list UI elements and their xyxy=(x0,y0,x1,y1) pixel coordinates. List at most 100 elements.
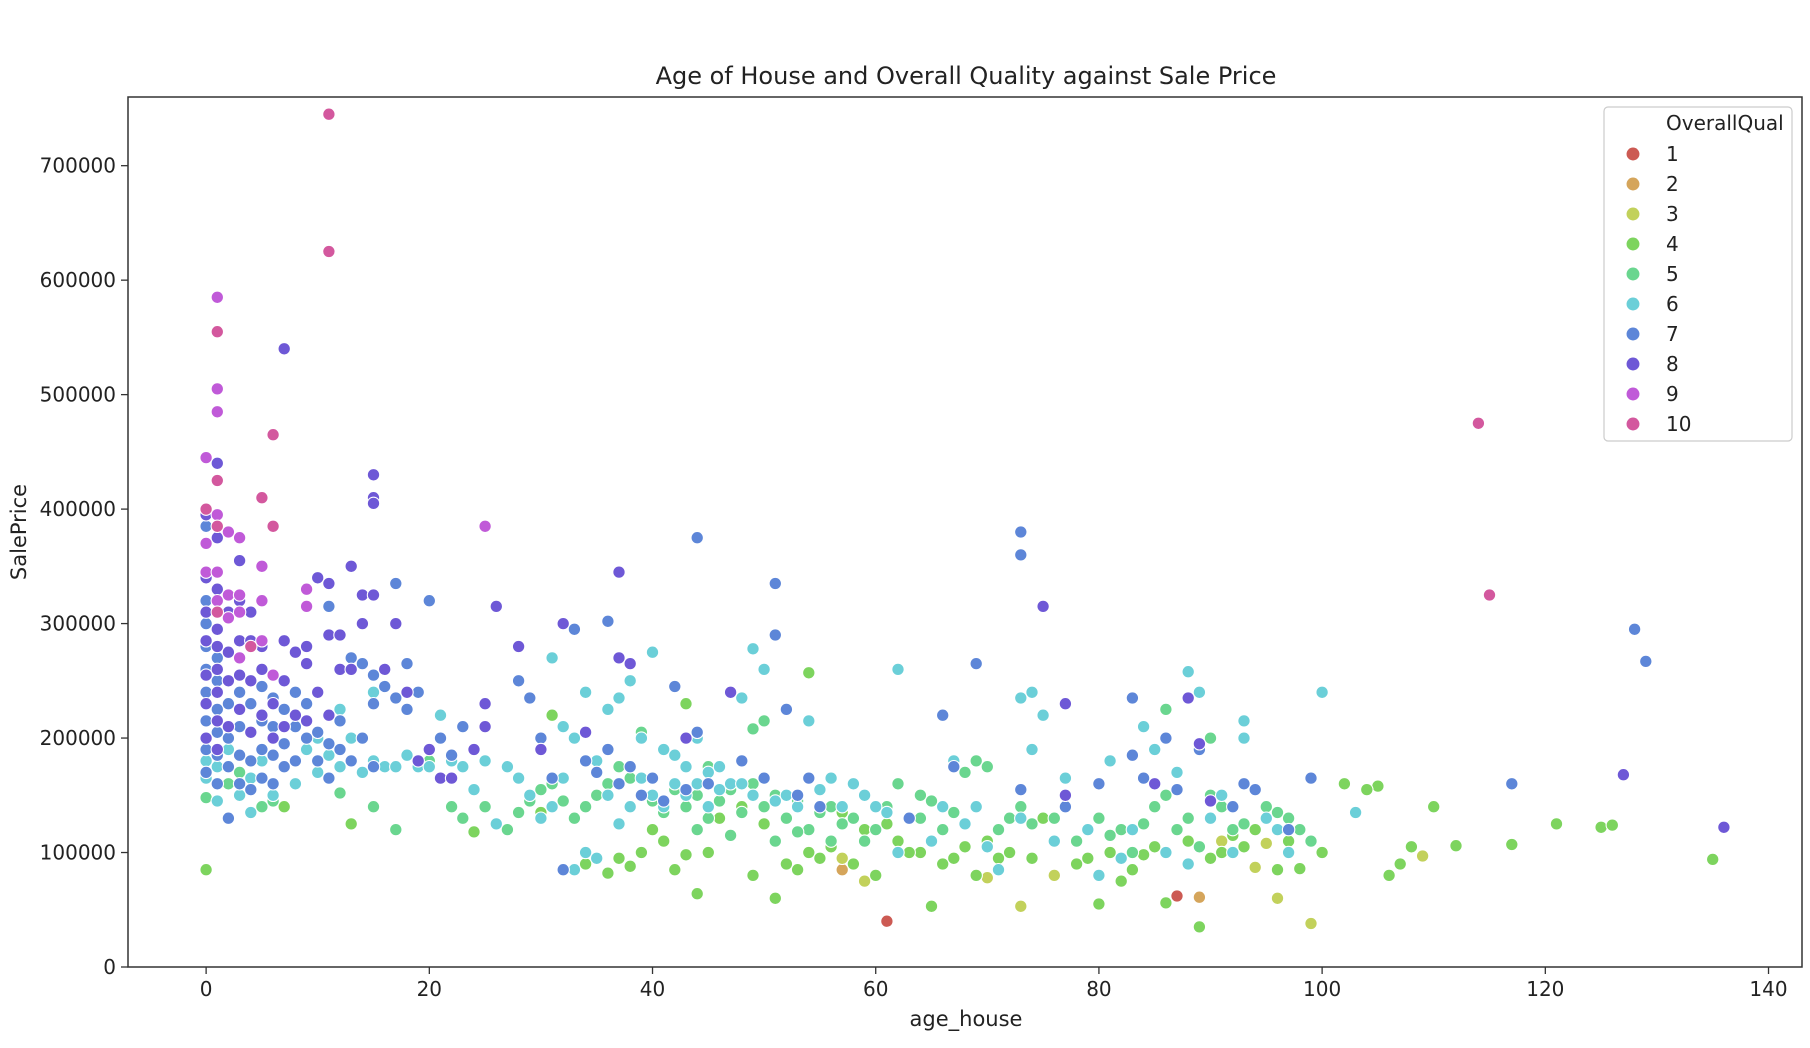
data-point xyxy=(232,748,247,762)
legend: OverallQual 1 2 3 4 5 6 7 8 9 10 xyxy=(1603,106,1793,442)
data-point xyxy=(1092,777,1106,791)
data-point xyxy=(1505,777,1519,791)
data-point xyxy=(991,822,1006,837)
data-point xyxy=(578,685,593,700)
data-point xyxy=(199,714,213,728)
data-point xyxy=(299,599,314,614)
data-point xyxy=(679,782,693,797)
data-point xyxy=(634,788,649,803)
data-point xyxy=(210,794,225,808)
data-point xyxy=(377,759,392,774)
data-point xyxy=(389,759,403,774)
data-point xyxy=(244,674,258,688)
data-point xyxy=(344,817,358,831)
data-point xyxy=(1081,822,1095,837)
data-point xyxy=(422,593,437,608)
data-point xyxy=(221,645,236,659)
data-point xyxy=(355,731,370,745)
data-point xyxy=(322,771,336,785)
data-point xyxy=(210,605,225,619)
y-axis: 0 100000 200000 300000 400000 500000 600000 700… xyxy=(40,154,128,979)
series-3 xyxy=(835,834,1430,931)
data-point xyxy=(1092,811,1106,825)
data-point xyxy=(210,324,225,339)
data-point xyxy=(545,799,559,814)
data-point xyxy=(277,799,291,814)
data-point xyxy=(634,771,649,785)
data-point xyxy=(735,754,749,768)
data-point xyxy=(634,845,649,860)
data-point xyxy=(935,857,950,871)
data-point xyxy=(802,714,816,728)
data-point xyxy=(668,679,682,694)
data-point xyxy=(411,685,425,700)
data-point xyxy=(802,822,816,837)
data-point xyxy=(757,771,771,785)
legend-label: 4 xyxy=(1666,232,1679,256)
data-point xyxy=(210,456,225,471)
data-point xyxy=(1181,664,1195,679)
data-point xyxy=(601,742,615,757)
legend-entry: 7 xyxy=(1625,322,1679,346)
data-point xyxy=(735,691,749,705)
y-tick-label: 200000 xyxy=(40,726,116,750)
data-point xyxy=(232,605,247,619)
data-point xyxy=(299,696,314,711)
data-point xyxy=(255,708,269,722)
y-tick-label: 500000 xyxy=(40,383,116,407)
x-tick-label: 60 xyxy=(863,977,888,1001)
data-point xyxy=(199,536,213,551)
data-point xyxy=(232,530,247,545)
legend-entry: 1 xyxy=(1625,142,1679,166)
data-point xyxy=(511,639,526,654)
data-point xyxy=(1147,777,1162,791)
data-point xyxy=(868,868,883,883)
data-point xyxy=(735,805,749,820)
data-point xyxy=(980,870,995,885)
data-point xyxy=(880,914,894,928)
data-point xyxy=(277,674,291,688)
data-point xyxy=(1114,874,1128,888)
data-point xyxy=(935,799,950,814)
data-point xyxy=(467,782,481,797)
data-point xyxy=(835,799,849,814)
data-point xyxy=(310,754,325,768)
y-tick-label: 0 xyxy=(103,955,116,979)
data-point xyxy=(266,696,280,711)
data-point xyxy=(244,771,258,785)
data-point xyxy=(578,799,593,814)
data-point xyxy=(1114,822,1128,837)
data-point xyxy=(355,765,370,780)
data-point xyxy=(444,799,459,814)
data-point xyxy=(802,666,816,680)
data-point xyxy=(1415,849,1430,863)
data-point xyxy=(991,851,1006,866)
data-point xyxy=(1025,685,1039,700)
data-point xyxy=(723,777,738,791)
data-point xyxy=(1237,777,1251,791)
data-point xyxy=(288,777,303,791)
data-point xyxy=(210,382,225,396)
data-point xyxy=(1270,891,1285,906)
data-point xyxy=(612,691,626,705)
data-point xyxy=(656,742,671,757)
data-point xyxy=(333,628,347,642)
data-point xyxy=(947,759,961,774)
data-point xyxy=(1014,899,1028,914)
data-point xyxy=(255,754,269,768)
data-point xyxy=(199,862,213,877)
data-point xyxy=(757,817,771,831)
legend-label: 10 xyxy=(1666,412,1691,436)
data-point xyxy=(567,731,582,745)
data-point xyxy=(612,565,626,579)
data-point xyxy=(1014,525,1028,539)
data-point xyxy=(277,342,291,356)
data-point xyxy=(1136,719,1151,734)
data-point xyxy=(489,817,504,831)
legend-entry: 6 xyxy=(1625,292,1679,316)
data-point xyxy=(478,696,492,711)
data-point xyxy=(333,742,347,757)
data-point xyxy=(1281,845,1296,860)
data-point xyxy=(366,696,381,711)
data-point xyxy=(377,662,392,677)
